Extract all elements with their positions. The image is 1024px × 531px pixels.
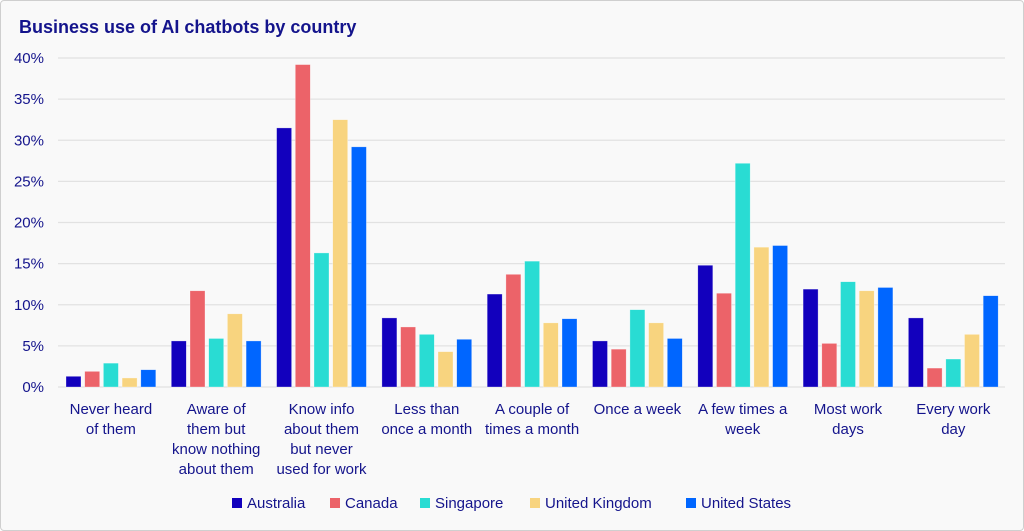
bar-singapore	[208, 338, 224, 388]
bar-united-kingdom	[121, 377, 138, 388]
bar-united-states	[982, 295, 999, 388]
x-category-label: know nothing	[172, 441, 260, 458]
bar-canada	[189, 290, 206, 388]
bar-canada	[294, 64, 311, 388]
legend-swatch	[420, 498, 430, 508]
bar-canada	[821, 343, 838, 388]
bar-canada	[84, 371, 100, 388]
bar-canada	[610, 348, 627, 388]
x-category-label: days	[832, 421, 864, 438]
x-category-label: about them	[284, 421, 359, 438]
bar-australia	[592, 340, 608, 388]
x-category-label: week	[724, 421, 761, 438]
bar-united-kingdom	[964, 334, 980, 388]
bar-united-states	[772, 245, 788, 388]
y-tick-label: 30%	[14, 132, 44, 149]
bar-singapore	[524, 260, 540, 388]
x-category-label: Know info	[289, 401, 355, 418]
bar-singapore	[629, 309, 646, 388]
bar-united-states	[351, 146, 367, 388]
legend-label: United States	[701, 495, 791, 512]
legend-swatch	[530, 498, 540, 508]
x-category-label: of them	[86, 421, 136, 438]
x-category-label: Every work	[916, 401, 991, 418]
x-category-label: day	[941, 421, 966, 438]
y-tick-label: 0%	[22, 379, 44, 396]
x-category-label: about them	[179, 461, 254, 478]
x-category-label: Less than	[394, 401, 459, 418]
y-tick-label: 25%	[14, 173, 44, 190]
bar-united-states	[877, 287, 894, 388]
bar-australia	[802, 288, 819, 388]
bar-united-kingdom	[858, 290, 875, 388]
x-category-label: Never heard	[70, 401, 153, 418]
bar-australia	[276, 127, 292, 388]
x-category-label: once a month	[381, 421, 472, 438]
x-category-label: A few times a	[698, 401, 788, 418]
y-tick-label: 15%	[14, 256, 44, 273]
bar-singapore	[313, 252, 330, 388]
legend-label: Australia	[247, 495, 306, 512]
bar-united-kingdom	[437, 351, 454, 388]
legend-swatch	[330, 498, 340, 508]
bar-united-states	[140, 369, 157, 388]
bar-singapore	[418, 334, 435, 388]
bar-australia	[908, 317, 924, 388]
x-category-label: Most work	[814, 401, 883, 418]
bar-united-kingdom	[753, 246, 770, 388]
bar-canada	[926, 367, 943, 388]
x-category-label: Once a week	[594, 401, 682, 418]
y-tick-label: 20%	[14, 215, 44, 232]
bar-singapore	[840, 281, 856, 388]
x-category-label: times a month	[485, 421, 579, 438]
y-tick-label: 5%	[22, 338, 44, 355]
bar-singapore	[734, 162, 751, 388]
bar-australia	[171, 340, 187, 388]
bar-united-states	[456, 338, 473, 388]
legend-label: United Kingdom	[545, 495, 652, 512]
bar-united-states	[666, 338, 683, 388]
bar-australia	[486, 293, 503, 388]
bar-united-kingdom	[648, 322, 664, 388]
bar-united-kingdom	[542, 322, 559, 388]
bar-australia	[65, 376, 82, 388]
bar-singapore	[103, 362, 119, 388]
y-tick-label: 35%	[14, 91, 44, 108]
y-tick-label: 40%	[14, 50, 44, 67]
x-category-label: A couple of	[495, 401, 570, 418]
bar-united-kingdom	[332, 119, 349, 388]
chart-title: Business use of AI chatbots by country	[19, 17, 357, 37]
legend-label: Canada	[345, 495, 398, 512]
y-tick-label: 10%	[14, 297, 44, 314]
legend-swatch	[232, 498, 242, 508]
bar-united-states	[561, 318, 578, 388]
bar-singapore	[945, 358, 962, 388]
legend-swatch	[686, 498, 696, 508]
bar-canada	[400, 326, 416, 388]
bar-canada	[716, 292, 732, 388]
x-category-label: but never	[290, 441, 353, 458]
bar-united-kingdom	[227, 313, 243, 388]
bar-united-states	[245, 340, 262, 388]
bar-canada	[505, 274, 522, 388]
x-category-label: Aware of	[187, 401, 247, 418]
x-category-label: them but	[187, 421, 246, 438]
legend-label: Singapore	[435, 495, 503, 512]
bar-australia	[697, 264, 714, 388]
x-category-label: used for work	[276, 461, 367, 478]
bar-australia	[381, 317, 398, 388]
